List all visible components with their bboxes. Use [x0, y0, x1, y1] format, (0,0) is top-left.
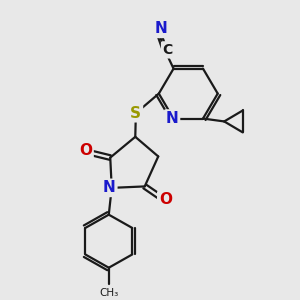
- Text: CH₃: CH₃: [99, 287, 119, 298]
- Text: S: S: [130, 106, 141, 121]
- Text: N: N: [103, 180, 116, 195]
- Text: N: N: [154, 21, 167, 36]
- Text: C: C: [163, 43, 173, 57]
- Text: N: N: [166, 111, 178, 126]
- Text: O: O: [159, 193, 172, 208]
- Text: O: O: [79, 142, 92, 158]
